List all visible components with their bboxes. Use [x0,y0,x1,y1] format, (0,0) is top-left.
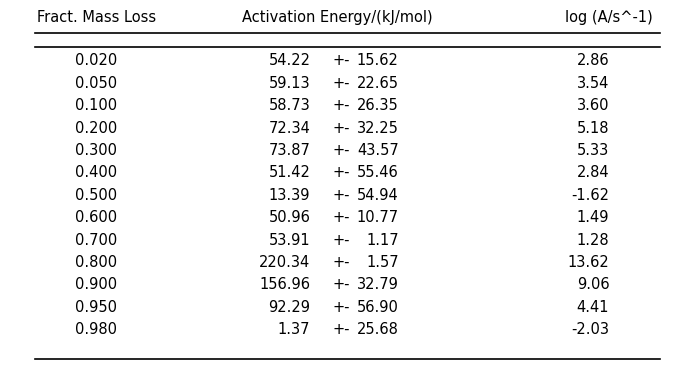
Text: 1.28: 1.28 [577,233,609,248]
Text: 10.77: 10.77 [357,210,399,225]
Text: 1.37: 1.37 [278,322,310,337]
Text: 54.94: 54.94 [357,188,399,203]
Text: 0.100: 0.100 [76,98,117,113]
Text: 32.79: 32.79 [357,278,399,292]
Text: 220.34: 220.34 [259,255,310,270]
Text: 0.700: 0.700 [75,233,117,248]
Text: 0.050: 0.050 [76,76,117,91]
Text: 2.84: 2.84 [577,165,609,181]
Text: log (A/s^-1): log (A/s^-1) [565,10,653,26]
Text: -1.62: -1.62 [572,188,609,203]
Text: +-: +- [332,165,350,181]
Text: 0.020: 0.020 [75,53,117,68]
Text: 15.62: 15.62 [357,53,399,68]
Text: 13.62: 13.62 [567,255,609,270]
Text: 1.57: 1.57 [366,255,399,270]
Text: 0.980: 0.980 [76,322,117,337]
Text: 0.200: 0.200 [75,121,117,135]
Text: 50.96: 50.96 [269,210,310,225]
Text: +-: +- [332,300,350,315]
Text: 0.400: 0.400 [76,165,117,181]
Text: +-: +- [332,143,350,158]
Text: 0.950: 0.950 [76,300,117,315]
Text: 0.500: 0.500 [76,188,117,203]
Text: 9.06: 9.06 [577,278,609,292]
Text: +-: +- [332,76,350,91]
Text: 22.65: 22.65 [357,76,399,91]
Text: Fract. Mass Loss: Fract. Mass Loss [37,10,156,26]
Text: 1.17: 1.17 [366,233,399,248]
Text: 156.96: 156.96 [259,278,310,292]
Text: +-: +- [332,255,350,270]
Text: 0.300: 0.300 [76,143,117,158]
Text: 0.600: 0.600 [76,210,117,225]
Text: +-: +- [332,121,350,135]
Text: 72.34: 72.34 [269,121,310,135]
Text: 32.25: 32.25 [357,121,399,135]
Text: 73.87: 73.87 [269,143,310,158]
Text: 2.86: 2.86 [577,53,609,68]
Text: 0.900: 0.900 [76,278,117,292]
Text: 3.60: 3.60 [577,98,609,113]
Text: 56.90: 56.90 [357,300,399,315]
Text: 25.68: 25.68 [357,322,399,337]
Text: 0.800: 0.800 [76,255,117,270]
Text: +-: +- [332,98,350,113]
Text: 26.35: 26.35 [357,98,399,113]
Text: 59.13: 59.13 [269,76,310,91]
Text: 92.29: 92.29 [269,300,310,315]
Text: 58.73: 58.73 [269,98,310,113]
Text: 5.33: 5.33 [577,143,609,158]
Text: -2.03: -2.03 [572,322,609,337]
Text: +-: +- [332,278,350,292]
Text: 43.57: 43.57 [357,143,399,158]
Text: 3.54: 3.54 [577,76,609,91]
Text: 5.18: 5.18 [577,121,609,135]
Text: 1.49: 1.49 [577,210,609,225]
Text: +-: +- [332,188,350,203]
Text: Activation Energy/(kJ/mol): Activation Energy/(kJ/mol) [242,10,433,26]
Text: +-: +- [332,322,350,337]
Text: 4.41: 4.41 [577,300,609,315]
Text: +-: +- [332,233,350,248]
Text: +-: +- [332,53,350,68]
Text: 13.39: 13.39 [269,188,310,203]
Text: 51.42: 51.42 [269,165,310,181]
Text: 53.91: 53.91 [269,233,310,248]
Text: 55.46: 55.46 [357,165,399,181]
Text: 54.22: 54.22 [269,53,310,68]
Text: +-: +- [332,210,350,225]
